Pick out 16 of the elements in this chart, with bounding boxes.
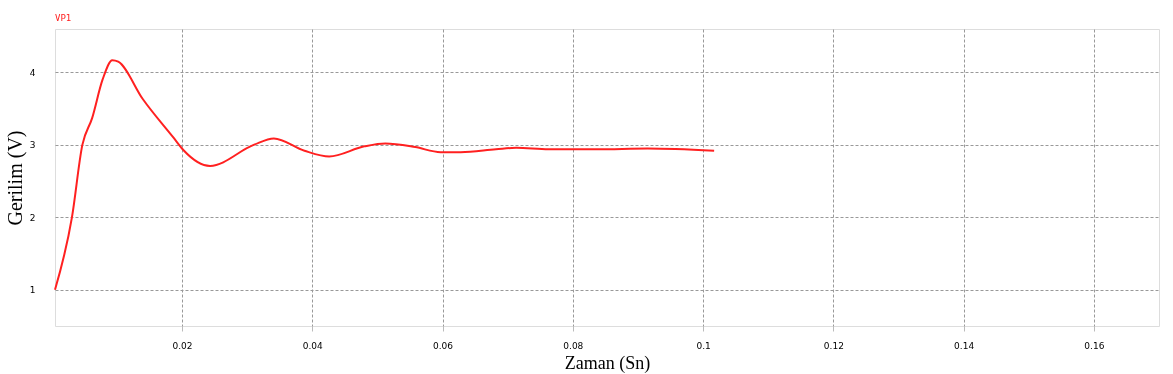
x-tick-label: 0.16 [1084,340,1105,351]
x-tick-label: 0.02 [172,340,193,351]
y-tick-label: 3 [29,140,36,151]
line-series [54,59,716,291]
y-tick-label: 1 [29,285,36,296]
x-tick-label: 0.04 [302,340,324,351]
y-axis-title: Gerilim (V) [3,130,27,226]
text: VP1 [55,13,72,23]
x-tick-label: 0.06 [433,340,454,351]
x-axis-title: Zaman (Sn) [564,352,651,374]
y-tick-label: 2 [29,212,36,223]
x-tick-label: 0.08 [563,340,584,351]
x-tick-label: 0.1 [696,340,711,351]
y-tick-label: 4 [29,67,36,78]
x-tick-label: 0.12 [823,340,844,351]
x-tick-label: 0.14 [954,340,975,351]
